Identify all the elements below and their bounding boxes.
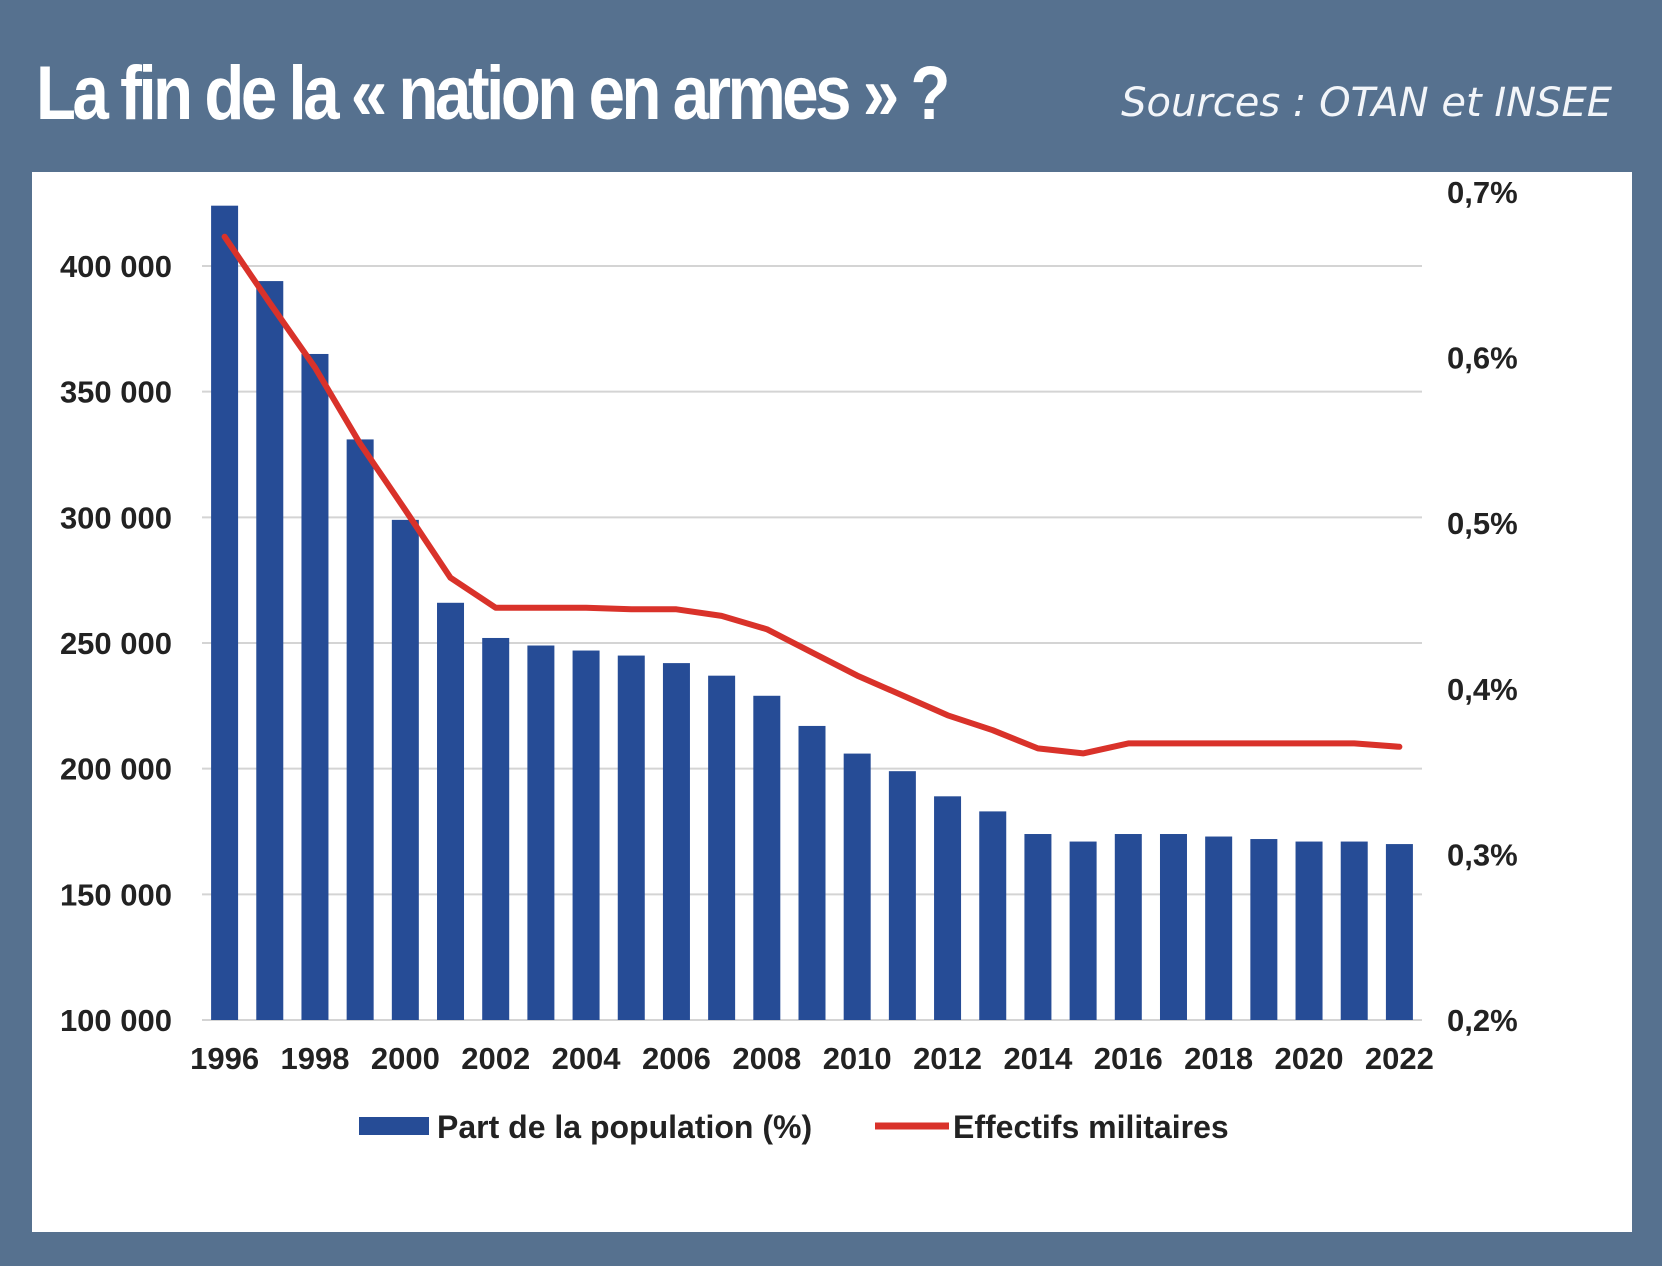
right-axis-ticks: 0,2% 0,3% 0,4% 0,5% 0,6% 0,7%: [1447, 175, 1518, 1038]
x-tick-label: 2014: [1003, 1041, 1073, 1076]
bar: [1385, 844, 1413, 1020]
x-tick-label: 2022: [1365, 1041, 1434, 1076]
bar: [979, 811, 1007, 1020]
series-line: [221, 233, 1403, 757]
chart: 100 000 150 000 200 000 250 000 300 000 350 0…: [60, 175, 1518, 1145]
left-axis-ticks: 100 000 150 000 200 000 250 000 300 000 350 0…: [60, 249, 172, 1038]
x-tick-label: 1996: [190, 1041, 259, 1076]
left-tick-label: 350 000: [60, 375, 172, 410]
right-tick-label: 0,3%: [1447, 837, 1518, 872]
bar: [1159, 834, 1187, 1020]
bar: [798, 725, 826, 1020]
left-tick-label: 100 000: [60, 1003, 172, 1038]
x-tick-label: 2020: [1275, 1041, 1344, 1076]
x-tick-label: 2010: [823, 1041, 892, 1076]
x-tick-label: 1998: [280, 1041, 349, 1076]
legend-swatch-bars: [359, 1117, 429, 1135]
bar: [211, 205, 239, 1020]
x-tick-label: 2018: [1184, 1041, 1253, 1076]
bar-series: [211, 205, 1413, 1020]
bar: [346, 439, 374, 1020]
legend-label-line: Effectifs militaires: [953, 1109, 1229, 1145]
right-tick-label: 0,2%: [1447, 1003, 1518, 1038]
left-tick-label: 400 000: [60, 249, 172, 284]
bar: [1069, 841, 1097, 1020]
bar: [1340, 841, 1368, 1020]
bar: [1205, 836, 1233, 1020]
x-tick-label: 2000: [371, 1041, 440, 1076]
bar: [934, 796, 962, 1020]
source-note: Sources : OTAN et INSEE: [1121, 80, 1612, 126]
x-tick-label: 2002: [461, 1041, 530, 1076]
bar: [1024, 834, 1052, 1020]
bar: [1295, 841, 1323, 1020]
legend: Part de la population (%) Effectifs mili…: [359, 1109, 1229, 1145]
right-tick-label: 0,7%: [1447, 175, 1518, 210]
bar: [1114, 834, 1142, 1020]
bar: [662, 663, 690, 1020]
right-tick-label: 0,6%: [1447, 341, 1518, 376]
left-tick-label: 150 000: [60, 877, 172, 912]
bar: [301, 353, 329, 1020]
bar: [708, 675, 736, 1020]
bar: [617, 655, 645, 1020]
page-title: La fin de la « nation en armes » ?: [36, 51, 950, 136]
bar: [572, 650, 600, 1020]
bar: [437, 602, 465, 1020]
bar: [888, 771, 916, 1020]
bar: [527, 645, 555, 1020]
bar: [753, 695, 781, 1020]
bar: [482, 637, 510, 1020]
bar: [391, 519, 419, 1020]
line-series: [221, 233, 1403, 757]
x-tick-label: 2008: [732, 1041, 801, 1076]
x-axis-ticks: 1996 1998 2000 2002 2004 2006 2008 2010 2012 2014…: [190, 1041, 1434, 1076]
x-tick-label: 2016: [1094, 1041, 1163, 1076]
x-tick-label: 2012: [913, 1041, 982, 1076]
left-tick-label: 250 000: [60, 626, 172, 661]
left-tick-label: 300 000: [60, 500, 172, 535]
chart-panel: 100 000 150 000 200 000 250 000 300 000 350 0…: [32, 172, 1632, 1232]
right-tick-label: 0,4%: [1447, 672, 1518, 707]
bar: [256, 281, 284, 1020]
legend-label-bars: Part de la population (%): [437, 1109, 812, 1145]
right-tick-label: 0,5%: [1447, 506, 1518, 541]
x-tick-label: 2004: [552, 1041, 622, 1076]
header: La fin de la « nation en armes » ? Sourc…: [0, 0, 1662, 170]
bar: [843, 753, 871, 1020]
left-tick-label: 200 000: [60, 752, 172, 787]
bar: [1250, 839, 1278, 1020]
x-tick-label: 2006: [642, 1041, 711, 1076]
